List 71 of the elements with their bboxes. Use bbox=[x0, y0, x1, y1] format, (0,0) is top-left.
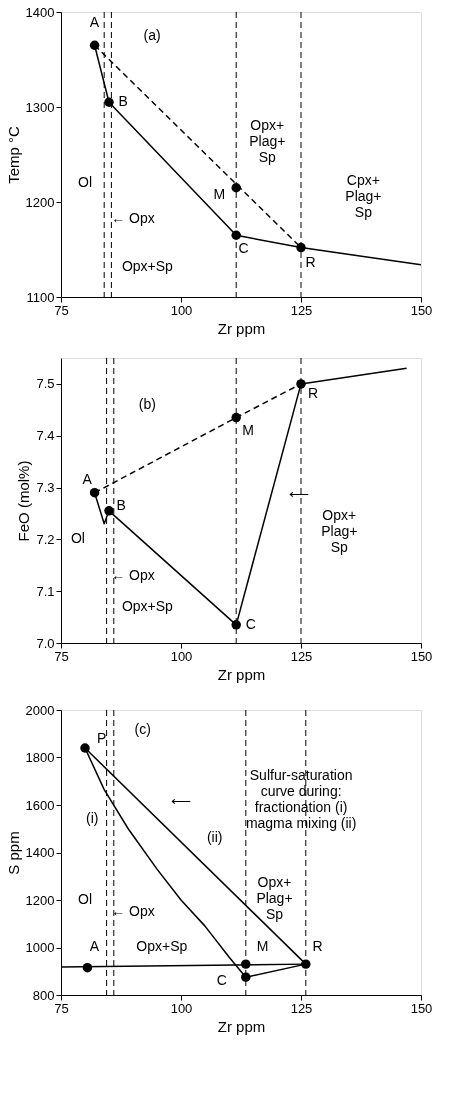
annotation: A bbox=[89, 938, 100, 955]
x-tick-label: 125 bbox=[290, 1000, 313, 1016]
annotation: Cpx+ Plag+ Sp bbox=[345, 172, 382, 221]
annotation: Opx+ Plag+ Sp bbox=[256, 874, 293, 923]
y-axis-title: S ppm bbox=[4, 831, 22, 875]
y-tick-label: 7.4 bbox=[36, 428, 55, 444]
x-tick-label: 75 bbox=[54, 1000, 69, 1016]
y-tick-label: 1100 bbox=[26, 289, 55, 305]
annotation: (ii) bbox=[206, 829, 223, 846]
annotation: (c) bbox=[134, 721, 151, 738]
annotation: C bbox=[245, 615, 256, 632]
x-tick-label: 75 bbox=[54, 648, 69, 664]
x-tick-label: 150 bbox=[410, 302, 433, 318]
x-axis-title: Zr ppm bbox=[217, 319, 266, 337]
annotation: ⟵ bbox=[170, 793, 191, 810]
annotation: C bbox=[216, 971, 227, 988]
y-tick-label: 7.1 bbox=[36, 583, 55, 599]
annotation: ← Opx bbox=[111, 902, 155, 919]
x-tick-label: 150 bbox=[410, 648, 433, 664]
annotation: Opx+Sp bbox=[136, 938, 188, 955]
annotation: Sulfur-saturation curve during: fractionation (i) magma mixing (ii) bbox=[245, 767, 357, 832]
annotation: M bbox=[242, 421, 255, 438]
annotation: Ol bbox=[78, 891, 93, 908]
annotation: Ol bbox=[78, 174, 93, 190]
y-axis-title: FeO (mol%) bbox=[15, 460, 33, 542]
annotation: M bbox=[256, 938, 269, 955]
annotation: B bbox=[118, 93, 128, 110]
x-tick-label: 125 bbox=[290, 648, 313, 664]
x-tick-label: 75 bbox=[54, 302, 69, 318]
annotation: R bbox=[305, 253, 316, 270]
annotation: Opx+ Plag+ Sp bbox=[321, 507, 358, 556]
annotation: P bbox=[97, 729, 107, 746]
y-axis-title: Temp °C bbox=[4, 126, 22, 184]
y-tick-label: 2000 bbox=[25, 702, 55, 718]
y-tick-label: 7.3 bbox=[36, 480, 55, 496]
annotation: ⟵ bbox=[288, 486, 309, 503]
x-tick-label: 125 bbox=[290, 302, 313, 318]
y-tick-label: 1400 bbox=[25, 4, 55, 20]
y-tick-label: 7.2 bbox=[36, 531, 55, 547]
x-tick-label: 100 bbox=[170, 1000, 193, 1016]
annotation: (a) bbox=[143, 26, 161, 43]
annotation: Ol bbox=[70, 530, 85, 547]
annotation: R bbox=[312, 938, 323, 955]
y-tick-label: 1200 bbox=[25, 892, 55, 908]
annotation: A bbox=[89, 14, 100, 31]
y-tick-label: 1400 bbox=[25, 845, 55, 860]
annotation: A bbox=[82, 470, 93, 487]
annotation: Opx+ Plag+ Sp bbox=[249, 117, 286, 165]
y-tick-label: 1600 bbox=[25, 797, 55, 813]
annotation: (i) bbox=[86, 810, 99, 827]
y-tick-label: 1300 bbox=[25, 99, 55, 115]
annotation: ← Opx bbox=[111, 566, 155, 583]
y-tick-label: 1200 bbox=[25, 194, 55, 210]
x-tick-label: 100 bbox=[170, 302, 193, 318]
annotation: Opx+Sp bbox=[121, 597, 174, 614]
annotation: ← Opx bbox=[111, 210, 155, 227]
x-axis-title: Zr ppm bbox=[217, 1017, 266, 1035]
y-tick-label: 7.0 bbox=[36, 635, 55, 651]
annotation: B bbox=[116, 496, 126, 513]
y-tick-label: 1800 bbox=[25, 750, 55, 765]
x-tick-label: 100 bbox=[170, 648, 193, 664]
annotation: (b) bbox=[138, 395, 156, 412]
x-axis-title: Zr ppm bbox=[217, 665, 266, 683]
annotation: M bbox=[213, 186, 226, 203]
x-tick-label: 150 bbox=[410, 1000, 433, 1016]
annotation: C bbox=[238, 240, 249, 257]
y-tick-label: 1000 bbox=[25, 940, 55, 955]
annotation: Opx+Sp bbox=[121, 257, 174, 274]
y-tick-label: 7.5 bbox=[36, 376, 55, 392]
y-tick-label: 800 bbox=[32, 987, 55, 1003]
annotation: R bbox=[307, 385, 319, 402]
